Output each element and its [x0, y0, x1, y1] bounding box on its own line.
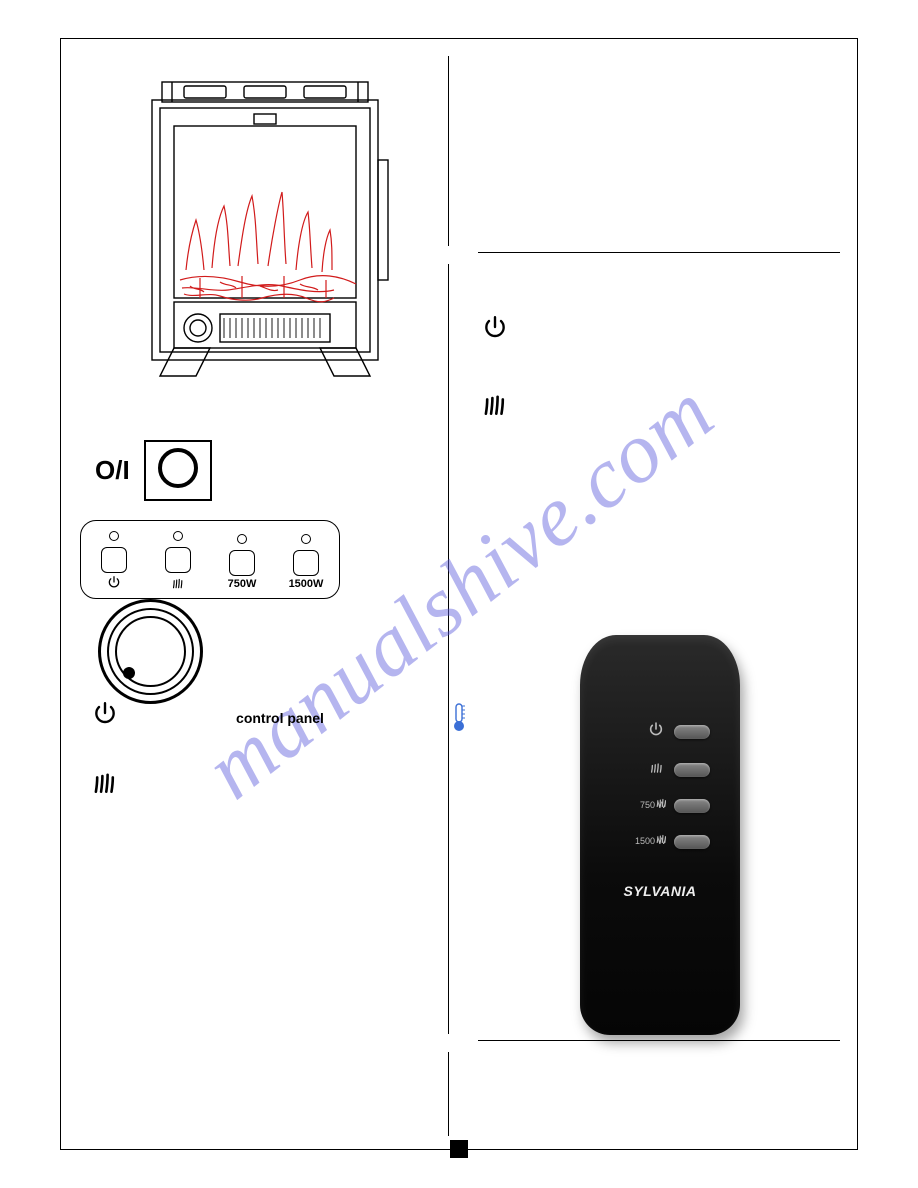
- fireplace-figure: [130, 70, 400, 400]
- cp-button-1500w: [293, 550, 319, 576]
- control-panel-figure: 750W 1500W: [80, 520, 450, 726]
- remote-button-750w: [674, 799, 710, 813]
- main-switch-figure: O/I: [95, 440, 355, 501]
- cp-col-power: [93, 531, 135, 592]
- remote-control-figure: 750 W 1500 W SYLVANIA: [580, 635, 740, 1035]
- cp-led: [173, 531, 183, 541]
- column-divider-bottom: [448, 1052, 449, 1136]
- flame-icon: [480, 387, 510, 422]
- remote-button-1500w: [674, 835, 710, 849]
- power-icon: [648, 721, 664, 742]
- main-switch-label: O/I: [95, 455, 130, 486]
- cp-button-750w: [229, 550, 255, 576]
- page: manualshive.com: [0, 0, 918, 1188]
- main-switch-box: [144, 440, 212, 501]
- control-panel-box: 750W 1500W: [80, 520, 340, 599]
- flame-icon: [648, 759, 664, 780]
- power-icon: [480, 314, 510, 345]
- cp-led: [109, 531, 119, 541]
- cp-led: [301, 534, 311, 544]
- power-icon: [105, 575, 123, 589]
- flame-icon: [654, 831, 668, 850]
- right-column-rule-top: [478, 252, 840, 253]
- right-column-icons: [480, 260, 840, 422]
- cp-led: [237, 534, 247, 544]
- cp-label-1500w: 1500W: [289, 578, 324, 590]
- power-icon: [90, 700, 120, 731]
- remote-body: 750 W 1500 W SYLVANIA: [580, 635, 740, 1035]
- page-number-marker: [450, 1140, 468, 1158]
- cp-col-750w: 750W: [221, 534, 263, 590]
- remote-button-power: [674, 725, 710, 739]
- flame-icon: [169, 575, 187, 589]
- main-switch-dial: [158, 448, 198, 488]
- right-column-rule-bottom: [478, 1040, 840, 1041]
- cp-button-flame: [165, 547, 191, 573]
- left-description-icons: [90, 700, 430, 800]
- cp-col-1500w: 1500W: [285, 534, 327, 590]
- thermometer-icon: [450, 702, 468, 732]
- remote-brand-label: SYLVANIA: [580, 883, 740, 899]
- cp-button-power: [101, 547, 127, 573]
- cp-col-flame: [157, 531, 199, 592]
- thermostat-indicator: [123, 667, 135, 679]
- flame-icon: [654, 795, 668, 814]
- cp-label-750w: 750W: [228, 578, 257, 590]
- column-divider-top: [448, 56, 449, 246]
- thermostat-dial: [98, 599, 203, 704]
- remote-button-flame: [674, 763, 710, 777]
- thermostat-dial-figure: [98, 599, 203, 704]
- flame-icon: [90, 765, 120, 800]
